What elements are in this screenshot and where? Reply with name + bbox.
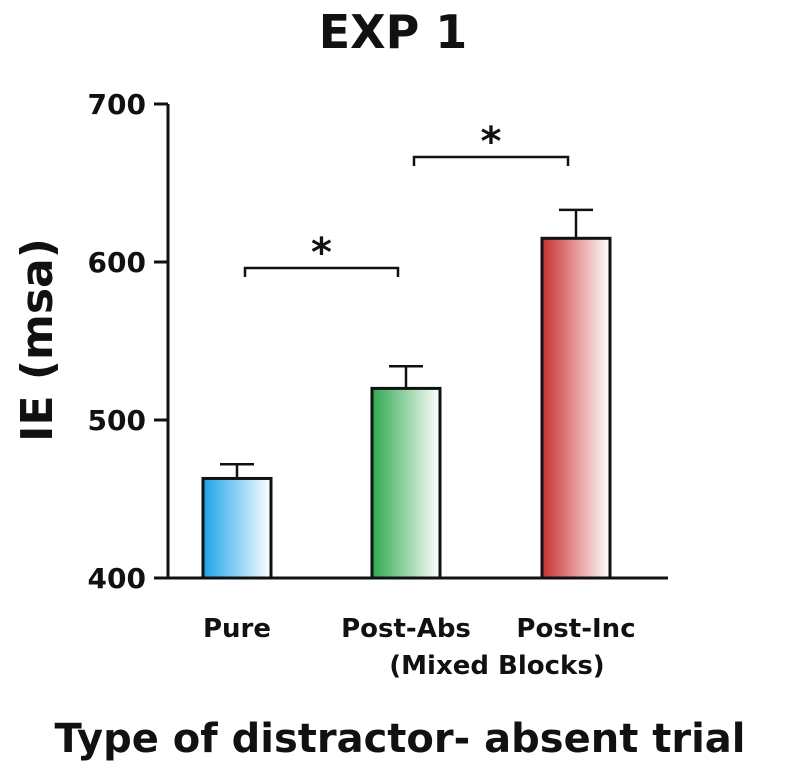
significance-brackets: ** xyxy=(243,119,570,277)
y-tick-label: 700 xyxy=(88,88,146,121)
y-axis-label: IE (msa) xyxy=(12,238,63,442)
bar-pure xyxy=(201,476,273,580)
bar-post-inc xyxy=(540,236,612,580)
significance-star: * xyxy=(311,230,332,276)
group-label: (Mixed Blocks) xyxy=(389,651,604,681)
bar-post-abs xyxy=(370,386,442,580)
significance-star: * xyxy=(481,119,502,165)
y-tick-label: 600 xyxy=(88,246,146,279)
y-tick-label: 400 xyxy=(88,562,146,595)
category-label: Pure xyxy=(203,614,271,644)
error-bars xyxy=(220,208,593,479)
category-labels: Pure Post-Abs Post-Inc xyxy=(203,614,636,644)
category-label: Post-Inc xyxy=(516,614,635,644)
y-axis-ticks: 400 500 600 700 xyxy=(88,88,168,595)
significance-bracket xyxy=(412,155,570,166)
bars xyxy=(201,236,612,580)
chart-title: EXP 1 xyxy=(319,5,468,59)
y-tick-label: 500 xyxy=(88,404,146,437)
significance-bracket xyxy=(243,266,400,277)
x-axis-label: Type of distractor- absent trial xyxy=(54,716,745,762)
category-label: Post-Abs xyxy=(341,614,471,644)
